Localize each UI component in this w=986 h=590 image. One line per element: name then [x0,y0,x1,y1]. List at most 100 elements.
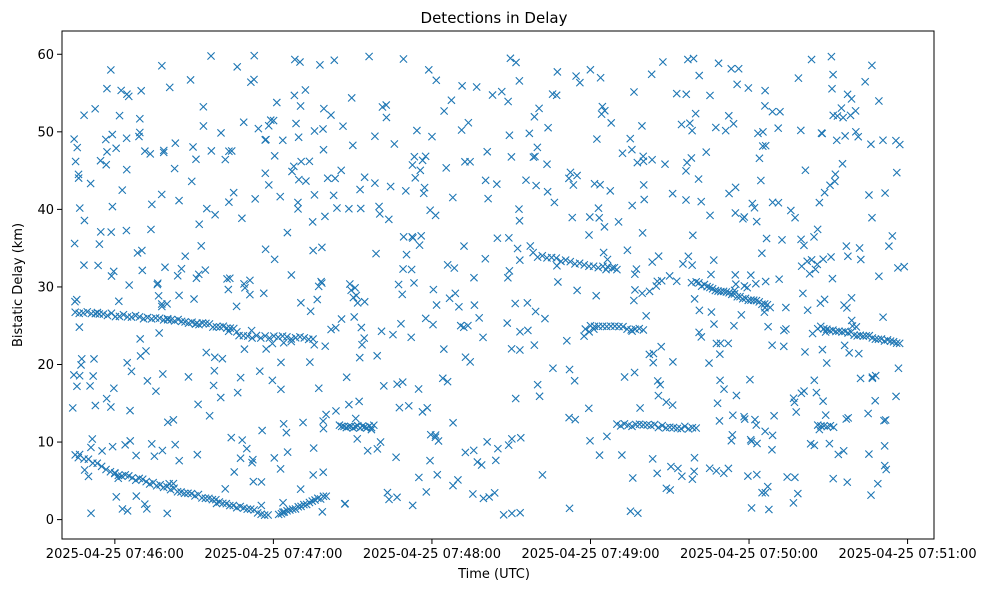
data-point [124,92,133,101]
y-axis-label: Bistatic Delay (km) [11,223,26,347]
data-point [856,255,865,264]
data-point [290,91,299,100]
data-point [278,136,287,145]
data-point [294,133,303,142]
data-point [589,325,598,334]
data-point [820,421,829,430]
data-point [345,280,354,288]
data-point [692,424,701,433]
data-point [230,467,239,476]
data-point [632,265,641,274]
data-point [709,256,718,265]
data-point [384,215,393,224]
data-point [705,464,714,473]
data-point [706,91,714,100]
data-point [552,254,561,263]
data-point [543,160,552,169]
data-point [74,453,83,462]
data-point [768,107,777,116]
data-point [745,375,754,384]
data-point [575,78,584,87]
data-point [779,326,788,335]
data-point [118,186,127,195]
data-point [740,281,749,290]
x-tick-label: 2025-04-25 07:51:00 [839,547,977,562]
data-point [341,499,350,508]
data-point [75,323,84,332]
x-axis-ticks: 2025-04-25 07:46:00 2025-04-25 07:47:00 20… [46,539,977,562]
data-point [321,342,330,351]
data-point [103,147,111,156]
data-point [789,394,798,403]
data-point [504,97,513,106]
data-point [136,334,145,343]
data-point [233,62,242,71]
data-point [258,426,267,435]
data-point [238,436,247,445]
data-point [540,314,549,323]
data-point [416,166,425,175]
data-point [353,298,362,307]
data-point [733,80,742,89]
data-point [339,122,347,131]
data-point [308,217,317,226]
data-point [511,394,520,403]
data-point [895,339,904,348]
data-point [658,58,667,66]
data-point [173,271,182,280]
data-point [594,263,603,272]
data-point [503,273,512,282]
data-point [80,465,89,474]
data-point [180,489,189,498]
data-point [843,90,852,99]
data-point [807,55,816,64]
data-point [513,244,522,253]
data-point [798,289,807,298]
x-tick-label: 2025-04-25 07:47:00 [204,547,342,562]
data-point [722,288,731,297]
data-point [458,81,467,90]
data-point [229,501,238,510]
data-point [370,132,379,141]
data-point [790,473,799,482]
data-point [454,302,463,311]
data-point [249,477,258,486]
data-point [107,228,116,237]
data-point [106,403,115,411]
data-point [150,452,159,461]
data-point [442,163,451,172]
data-point [596,180,605,189]
data-point [629,296,638,305]
data-point [426,456,435,465]
data-point [399,265,408,274]
data-point [132,451,141,460]
data-point [799,241,808,250]
data-point [218,499,227,508]
data-point [805,269,814,278]
data-point [714,59,723,68]
data-point [329,191,338,200]
data-point [375,209,384,218]
data-point [507,344,516,353]
data-point [470,301,479,310]
data-point [122,226,131,235]
data-point [586,65,595,74]
data-point [822,359,831,368]
data-point [194,270,203,279]
data-point [767,445,776,454]
data-point [268,339,277,348]
data-point [402,250,411,259]
data-point [598,102,607,111]
data-point [705,359,714,368]
data-point [86,179,95,188]
data-point [245,290,254,299]
data-point [287,270,296,279]
data-point [639,180,648,189]
data-point [382,113,391,122]
data-point [861,77,870,86]
data-point [571,415,580,424]
data-point [283,448,292,457]
data-point [761,303,770,312]
data-point [661,160,669,169]
data-point [264,180,273,189]
